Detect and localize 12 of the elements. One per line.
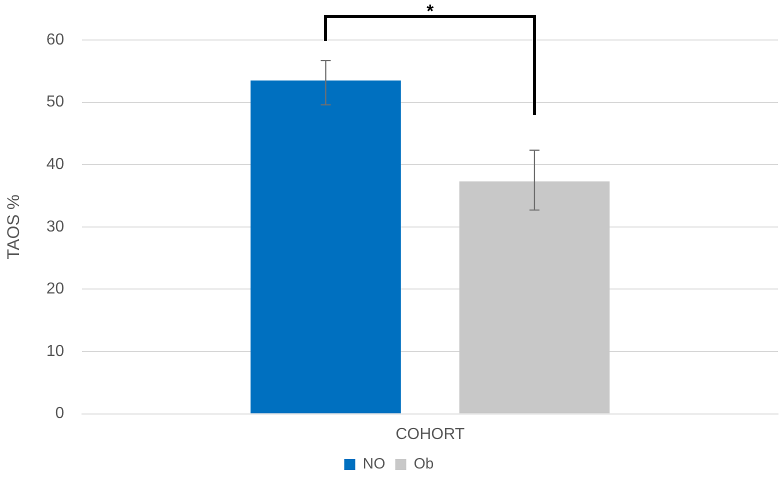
legend-label: Ob (414, 456, 434, 473)
y-tick-label: 30 (46, 218, 64, 236)
y-axis-title: TAOS % (4, 194, 23, 260)
y-tick-label: 20 (46, 280, 64, 298)
x-tick-label: COHORT (396, 426, 465, 443)
y-tick-label: 60 (46, 31, 64, 48)
y-tick-label: 40 (46, 156, 64, 174)
y-tick-label: 0 (55, 405, 64, 422)
legend-label: NO (362, 456, 386, 473)
y-tick-label: 50 (46, 94, 64, 111)
text: * (426, 0, 434, 21)
y-tick-label: 10 (46, 342, 64, 360)
